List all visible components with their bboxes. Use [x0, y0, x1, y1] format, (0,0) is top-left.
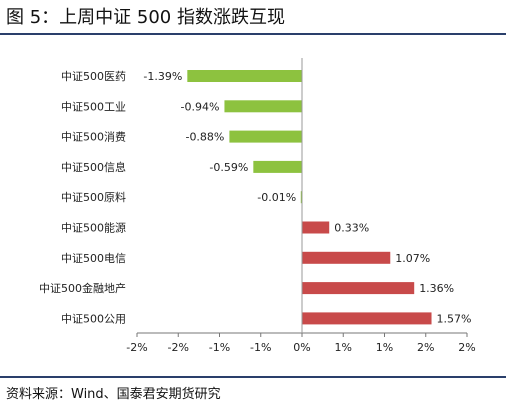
value-labels: -1.39% -0.94% -0.88% -0.59% -0.01% 0.33% 1.07%…: [143, 70, 471, 325]
category-label: 中证500能源: [61, 221, 126, 235]
source-rule: [0, 376, 506, 378]
value-label: -1.39%: [143, 70, 182, 83]
bar: [229, 130, 302, 143]
value-label: -0.01%: [257, 191, 296, 204]
category-labels: 中证500医药中证500工业中证500消费中证500信息中证500原料中证500…: [39, 70, 126, 325]
category-label: 中证500公用: [61, 312, 126, 325]
x-tick-label: -2%: [168, 341, 189, 354]
category-label: 中证500信息: [61, 160, 126, 174]
category-label: 中证500金融地产: [39, 281, 126, 295]
category-label: 中证500医药: [61, 70, 126, 83]
value-label: -0.59%: [209, 161, 248, 174]
x-tick-label: 0%: [293, 341, 310, 354]
category-label: 中证500工业: [61, 100, 126, 113]
value-label: 1.57%: [437, 312, 472, 325]
bars: [187, 70, 432, 325]
bar: [224, 100, 302, 113]
bar: [253, 160, 302, 173]
bar: [302, 282, 415, 295]
x-tick-label: 1%: [376, 341, 393, 354]
title-rule: [0, 33, 506, 35]
value-label: 0.33%: [334, 222, 369, 235]
x-tick-label: 1%: [335, 341, 352, 354]
category-label: 中证500消费: [61, 130, 126, 144]
value-label: -0.94%: [181, 100, 220, 113]
figure-title: 图 5：上周中证 500 指数涨跌互现: [6, 7, 285, 28]
bar: [302, 251, 391, 264]
x-axis: -2% -2% -1% -1% 0% 1% 1% 2% 2%: [126, 58, 476, 354]
x-tick-label: -1%: [250, 341, 271, 354]
bar: [302, 312, 432, 325]
x-tick-label: -2%: [126, 341, 147, 354]
category-label: 中证500原料: [61, 190, 126, 204]
x-tick-label: 2%: [417, 341, 434, 354]
bar: [302, 221, 330, 234]
source-note: 资料来源：Wind、国泰君安期货研究: [6, 387, 221, 402]
value-label: 1.36%: [419, 282, 454, 295]
value-label: -0.88%: [185, 131, 224, 144]
bar-chart: 中证500医药中证500工业中证500消费中证500信息中证500原料中证500…: [39, 58, 476, 354]
value-label: 1.07%: [395, 252, 430, 265]
x-tick-label: 2%: [458, 341, 475, 354]
bar: [300, 191, 302, 204]
bar: [187, 70, 302, 82]
x-tick-label: -1%: [209, 341, 230, 354]
category-label: 中证500电信: [61, 252, 126, 265]
